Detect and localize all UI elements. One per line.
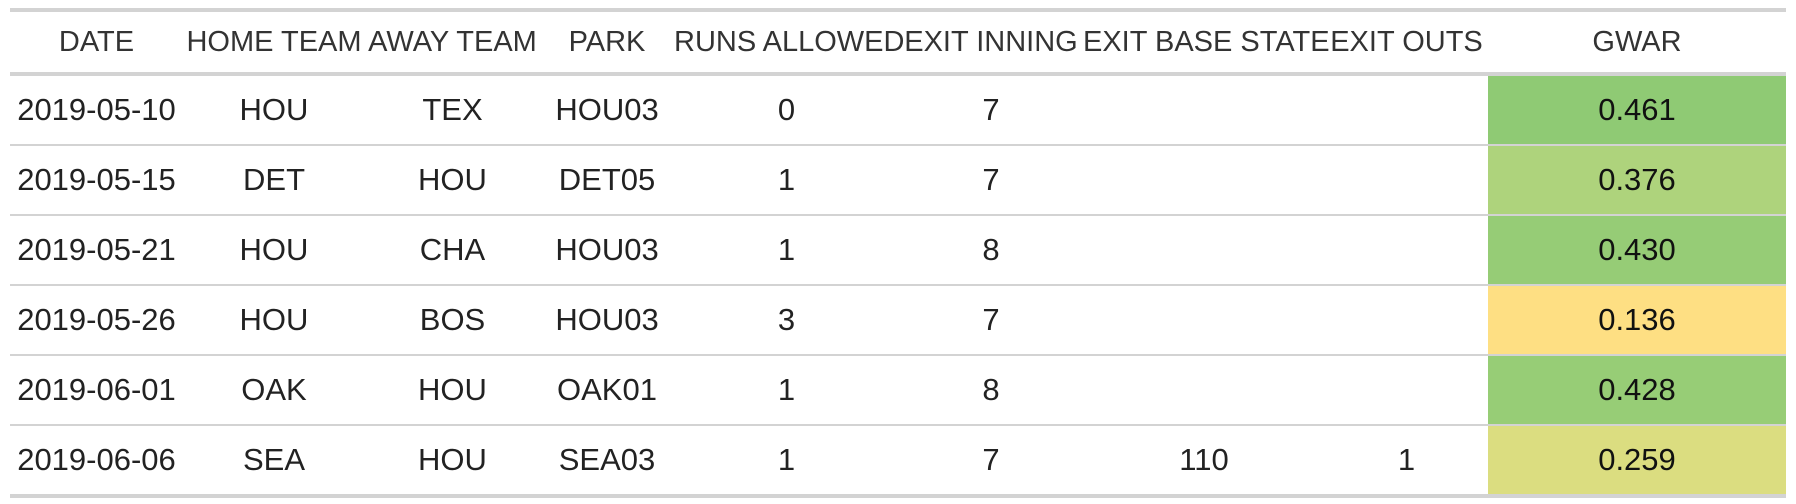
cell-exit-outs: 1 bbox=[1325, 425, 1488, 498]
column-header-park[interactable]: PARK bbox=[568, 25, 646, 58]
cell-runs-allowed: 1 bbox=[674, 425, 899, 498]
cell-date: 2019-05-26 bbox=[10, 285, 183, 356]
cell-exit-base-state bbox=[1083, 285, 1325, 356]
cell-exit-base-state: 110 bbox=[1083, 425, 1325, 498]
cell-runs-allowed: 1 bbox=[674, 355, 899, 426]
cell-gwar: 0.136 bbox=[1488, 285, 1786, 356]
column-header-date[interactable]: DATE bbox=[58, 25, 135, 58]
cell-park: HOU03 bbox=[540, 74, 674, 146]
cell-exit-inning: 8 bbox=[899, 355, 1083, 426]
cell-away-team: BOS bbox=[365, 285, 540, 356]
cell-away-team: HOU bbox=[365, 145, 540, 216]
column-header-exit-inning[interactable]: EXIT INNING bbox=[904, 25, 1078, 58]
cell-gwar: 0.428 bbox=[1488, 355, 1786, 426]
cell-gwar: 0.461 bbox=[1488, 74, 1786, 146]
cell-exit-inning: 7 bbox=[899, 285, 1083, 356]
table-row: 2019-05-21 HOU CHA HOU03 1 8 0.430 bbox=[10, 215, 1786, 286]
cell-gwar: 0.430 bbox=[1488, 215, 1786, 286]
table-header: DATE HOME TEAM AWAY TEAM PARK RUNS ALLOW… bbox=[10, 10, 1786, 74]
cell-exit-outs bbox=[1325, 355, 1488, 426]
cell-away-team: TEX bbox=[365, 74, 540, 146]
cell-park: DET05 bbox=[540, 145, 674, 216]
cell-exit-outs bbox=[1325, 145, 1488, 216]
game-log-table: DATE HOME TEAM AWAY TEAM PARK RUNS ALLOW… bbox=[10, 8, 1786, 498]
cell-home-team: HOU bbox=[183, 215, 365, 286]
cell-runs-allowed: 3 bbox=[674, 285, 899, 356]
cell-date: 2019-05-10 bbox=[10, 74, 183, 146]
cell-exit-base-state bbox=[1083, 215, 1325, 286]
cell-exit-inning: 8 bbox=[899, 215, 1083, 286]
table-row: 2019-05-26 HOU BOS HOU03 3 7 0.136 bbox=[10, 285, 1786, 356]
table-row: 2019-06-01 OAK HOU OAK01 1 8 0.428 bbox=[10, 355, 1786, 426]
cell-exit-outs bbox=[1325, 74, 1488, 146]
cell-date: 2019-06-06 bbox=[10, 425, 183, 498]
cell-away-team: CHA bbox=[365, 215, 540, 286]
cell-park: HOU03 bbox=[540, 285, 674, 356]
game-log-table-container: DATE HOME TEAM AWAY TEAM PARK RUNS ALLOW… bbox=[10, 8, 1786, 498]
cell-exit-outs bbox=[1325, 285, 1488, 356]
cell-exit-base-state bbox=[1083, 145, 1325, 216]
cell-runs-allowed: 0 bbox=[674, 74, 899, 146]
cell-exit-base-state bbox=[1083, 355, 1325, 426]
column-header-runs-allowed[interactable]: RUNS ALLOWED bbox=[674, 25, 905, 58]
cell-exit-base-state bbox=[1083, 74, 1325, 146]
cell-park: HOU03 bbox=[540, 215, 674, 286]
cell-home-team: OAK bbox=[183, 355, 365, 426]
cell-home-team: SEA bbox=[183, 425, 365, 498]
cell-date: 2019-06-01 bbox=[10, 355, 183, 426]
cell-park: OAK01 bbox=[540, 355, 674, 426]
column-header-home-team[interactable]: HOME TEAM bbox=[186, 25, 362, 58]
cell-exit-inning: 7 bbox=[899, 74, 1083, 146]
table-body: 2019-05-10 HOU TEX HOU03 0 7 0.461 2019-… bbox=[10, 74, 1786, 498]
cell-away-team: HOU bbox=[365, 355, 540, 426]
column-header-away-team[interactable]: AWAY TEAM bbox=[368, 25, 537, 58]
cell-home-team: HOU bbox=[183, 74, 365, 146]
cell-gwar: 0.376 bbox=[1488, 145, 1786, 216]
cell-exit-inning: 7 bbox=[899, 425, 1083, 498]
cell-date: 2019-05-15 bbox=[10, 145, 183, 216]
cell-home-team: HOU bbox=[183, 285, 365, 356]
cell-exit-inning: 7 bbox=[899, 145, 1083, 216]
cell-home-team: DET bbox=[183, 145, 365, 216]
cell-away-team: HOU bbox=[365, 425, 540, 498]
column-header-gwar[interactable]: GWAR bbox=[1592, 25, 1682, 58]
cell-runs-allowed: 1 bbox=[674, 215, 899, 286]
table-row: 2019-05-15 DET HOU DET05 1 7 0.376 bbox=[10, 145, 1786, 216]
cell-runs-allowed: 1 bbox=[674, 145, 899, 216]
cell-park: SEA03 bbox=[540, 425, 674, 498]
cell-gwar: 0.259 bbox=[1488, 425, 1786, 498]
table-row: 2019-05-10 HOU TEX HOU03 0 7 0.461 bbox=[10, 74, 1786, 146]
column-header-exit-base-state[interactable]: EXIT BASE STATE bbox=[1083, 25, 1330, 58]
column-header-exit-outs[interactable]: EXIT OUTS bbox=[1330, 25, 1483, 58]
header-row: DATE HOME TEAM AWAY TEAM PARK RUNS ALLOW… bbox=[10, 10, 1786, 74]
table-row: 2019-06-06 SEA HOU SEA03 1 7 110 1 0.259 bbox=[10, 425, 1786, 498]
cell-date: 2019-05-21 bbox=[10, 215, 183, 286]
cell-exit-outs bbox=[1325, 215, 1488, 286]
